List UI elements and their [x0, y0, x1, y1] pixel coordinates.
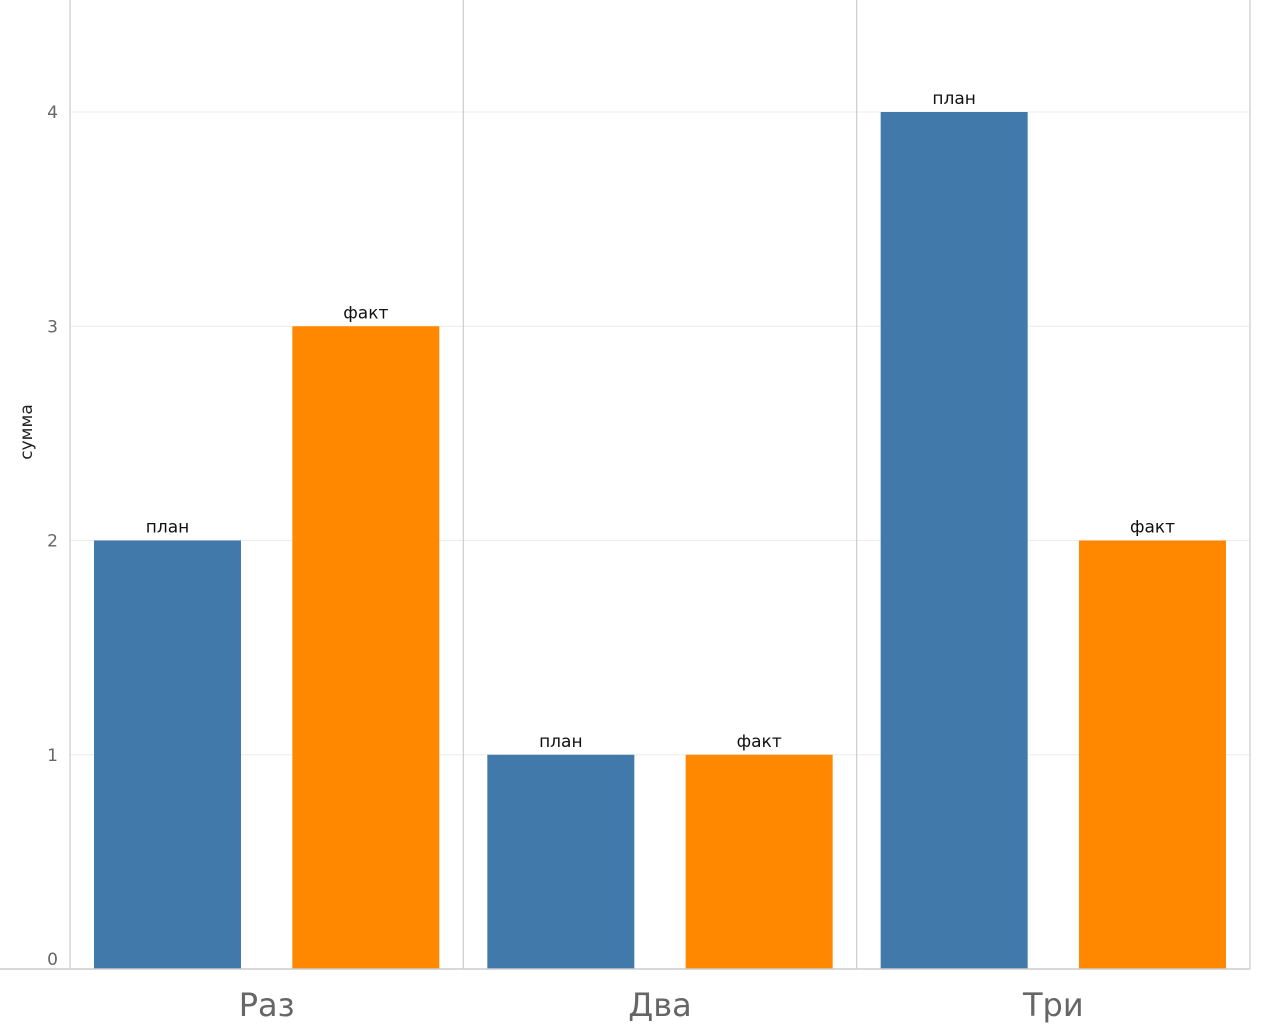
y-tick-label-3: 3	[47, 317, 58, 337]
y-tick-label-2: 2	[47, 532, 58, 552]
panel-borders	[69, 0, 1251, 969]
x-category-label-1: Раз	[239, 986, 295, 1024]
bar-label-plan-2: план	[539, 732, 583, 752]
x-category-label-3: Три	[1022, 986, 1084, 1024]
bar-fact-1	[292, 326, 440, 969]
bar-plan-2	[487, 754, 635, 969]
bar-label-fact-2: факт	[737, 732, 782, 752]
bar-label-fact-3: факт	[1130, 518, 1175, 538]
bar-labels: план факт план факт план факт	[146, 89, 1175, 752]
y-tick-label-0: 0	[47, 950, 58, 970]
y-tick-label-1: 1	[47, 746, 58, 766]
bar-label-fact-1: факт	[343, 303, 388, 323]
y-axis-label: сумма	[17, 404, 37, 459]
bar-plan-1	[94, 540, 241, 969]
gridlines	[70, 111, 1250, 756]
bars	[94, 112, 1226, 969]
bar-plan-3	[880, 112, 1028, 969]
y-tick-label-4: 4	[47, 103, 58, 123]
axes: 0 1 2 3 4 Раз Два Три	[0, 103, 1250, 1024]
bar-fact-3	[1079, 540, 1226, 969]
x-category-label-2: Два	[628, 986, 691, 1024]
bar-label-plan-1: план	[146, 518, 190, 538]
bar-fact-2	[685, 754, 833, 969]
bar-label-plan-3: план	[932, 89, 976, 109]
